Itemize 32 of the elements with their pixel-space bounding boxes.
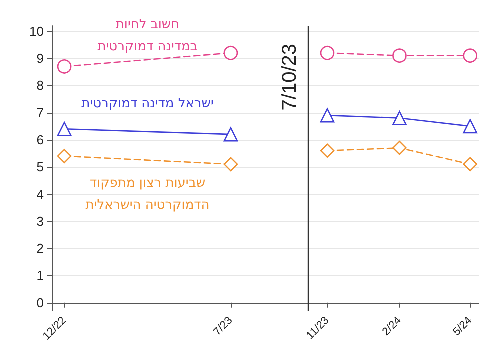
y-tick-label: 7 — [36, 105, 44, 120]
y-tick-label: 1 — [36, 268, 44, 284]
point — [463, 48, 478, 64]
point — [57, 122, 72, 136]
point — [320, 108, 335, 123]
y-tick-label: 9 — [36, 51, 44, 66]
y-tick-label: 10 — [30, 24, 44, 39]
series-label: חשוב לחיות במדינה דמוקרטית — [98, 17, 198, 54]
point — [57, 60, 72, 74]
series-label: ישראל מדינה דמוקרטית — [82, 96, 214, 112]
point — [463, 119, 478, 134]
point — [392, 111, 407, 126]
y-tick-label: 2 — [36, 241, 44, 256]
point — [463, 157, 478, 172]
point — [224, 46, 238, 60]
ref-line-label: 7/10/23 — [278, 44, 301, 111]
y-tick-label: 4 — [36, 186, 44, 202]
y-tick-label: 6 — [36, 132, 44, 148]
point — [224, 157, 238, 172]
y-tick-label: 3 — [36, 214, 44, 229]
y-tick-label: 5 — [36, 160, 44, 175]
point — [392, 48, 407, 64]
x-tick-label: 5/24 — [451, 314, 475, 338]
series-label: שביעות רצון מתפקוד הדמוקרטיה הישראלית — [86, 176, 210, 213]
y-tick-label: 8 — [36, 78, 44, 94]
point — [320, 144, 335, 158]
point — [224, 127, 238, 142]
y-tick-label: 0 — [36, 295, 44, 310]
point — [57, 149, 72, 164]
point — [320, 46, 335, 60]
point — [392, 140, 407, 156]
x-tick-label: 7/23 — [212, 314, 236, 338]
